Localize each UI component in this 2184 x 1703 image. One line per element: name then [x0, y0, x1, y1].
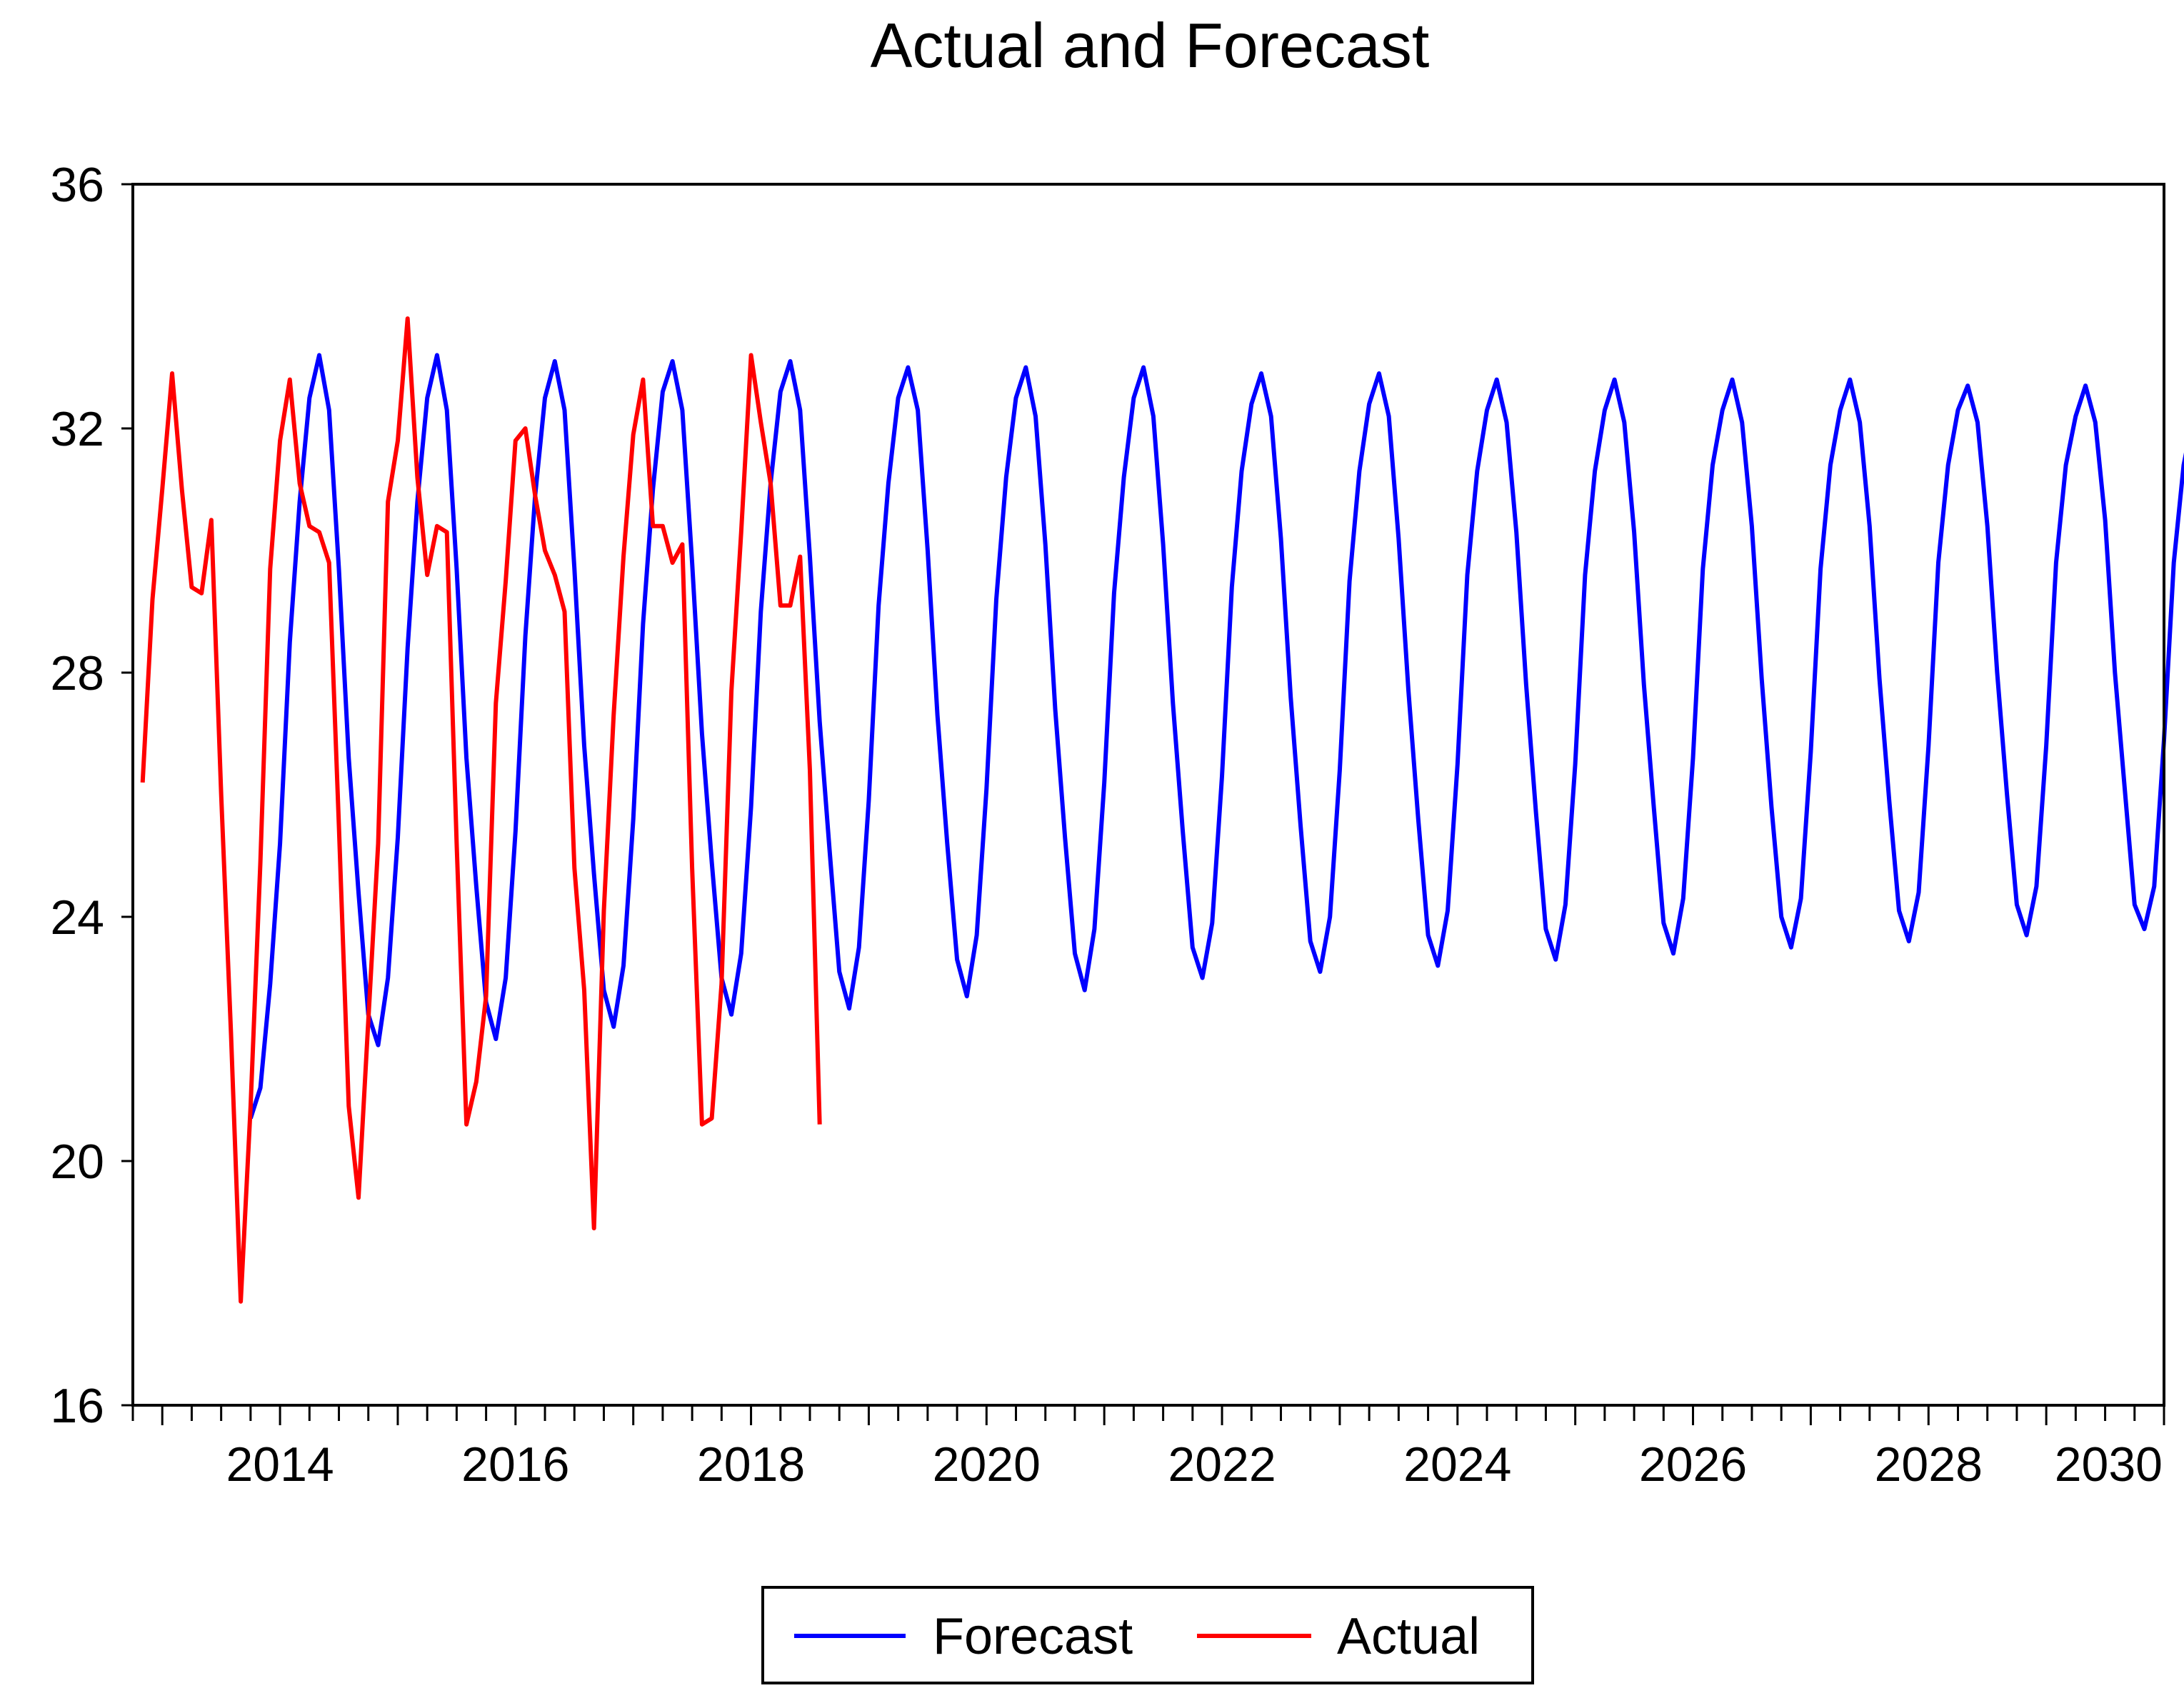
legend-actual-label: Actual [1337, 1608, 1480, 1665]
x-tick-label: 2014 [226, 1437, 334, 1492]
series-line-actual [140, 316, 822, 1304]
x-tick-label: 2016 [461, 1437, 569, 1492]
x-tick-label: 2024 [1403, 1437, 1511, 1492]
x-axis: 2014 2016 2018 2020 2022 2024 2026 2028 2030 [131, 1405, 2165, 1492]
x-tick-label: 2018 [697, 1437, 805, 1492]
plot-series [140, 316, 2184, 1304]
x-tick-label: 2030 [2055, 1437, 2163, 1492]
x-tick-label: 2028 [1875, 1437, 1983, 1492]
legend: Forecast Actual [761, 1586, 1534, 1684]
y-tick-label: 36 [50, 158, 104, 212]
y-tick-label: 24 [50, 890, 104, 945]
legend-forecast-label: Forecast [933, 1608, 1133, 1665]
y-tick-label: 28 [50, 646, 104, 700]
y-axis: 16 20 24 28 32 36 [50, 158, 133, 1433]
x-tick-label: 2026 [1639, 1437, 1747, 1492]
x-tick-label: 2020 [933, 1437, 1041, 1492]
series-line-forecast [249, 353, 2184, 1120]
y-tick-label: 32 [50, 402, 104, 456]
plot-frame [131, 183, 2165, 1407]
y-tick-label: 20 [50, 1135, 104, 1189]
chart-title: Actual and Forecast [871, 10, 1430, 81]
x-tick-label: 2022 [1168, 1437, 1276, 1492]
y-tick-label: 16 [50, 1379, 104, 1433]
